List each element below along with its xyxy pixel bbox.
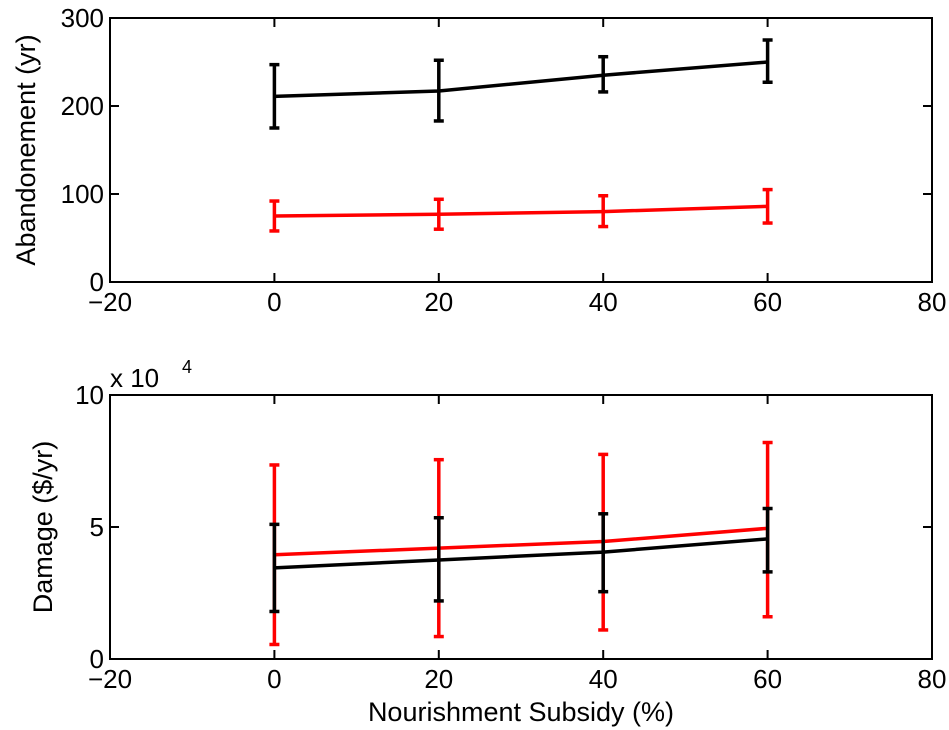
damage-x-tick-label: 0 — [267, 664, 281, 694]
abandonment-x-tick-label: 0 — [267, 287, 281, 317]
abandonment-x-tick-label: 80 — [918, 287, 947, 317]
damage-x-tick-label: 80 — [918, 664, 947, 694]
damage-y-label: Damage ($/yr) — [28, 441, 58, 614]
abandonment-y-tick-label: 300 — [61, 3, 104, 33]
damage-x-tick-label: −20 — [88, 664, 132, 694]
abandonment-series-line — [274, 60, 768, 99]
x-axis-label: Nourishment Subsidy (%) — [368, 697, 674, 727]
damage-exponent-label: x 10 — [110, 363, 159, 393]
abandonment-x-tick-label: −20 — [88, 287, 132, 317]
abandonment-y-tick-label: 0 — [90, 267, 104, 297]
abandonment-x-tick-label: 40 — [589, 287, 618, 317]
abandonment-x-tick-label: 20 — [424, 287, 453, 317]
damage-x-tick-label: 40 — [589, 664, 618, 694]
damage-plot-frame — [109, 394, 933, 660]
abandonment-plot-frame — [109, 17, 933, 283]
damage-x-tick-label: 60 — [753, 664, 782, 694]
damage-y-tick-label: 5 — [90, 512, 104, 542]
damage-exponent-power: 4 — [182, 357, 192, 377]
damage-y-tick-label: 0 — [90, 644, 104, 674]
damage-series-line — [274, 526, 768, 557]
damage-x-tick-label: 20 — [424, 664, 453, 694]
abandonment-y-tick-label: 100 — [61, 179, 104, 209]
abandonment-series-line — [274, 204, 768, 218]
damage-y-tick-label: 10 — [75, 380, 104, 410]
abandonment-y-tick-label: 200 — [61, 91, 104, 121]
damage-series-line — [274, 537, 768, 570]
abandonment-y-label: Abandonement (yr) — [11, 34, 41, 265]
abandonment-x-tick-label: 60 — [753, 287, 782, 317]
